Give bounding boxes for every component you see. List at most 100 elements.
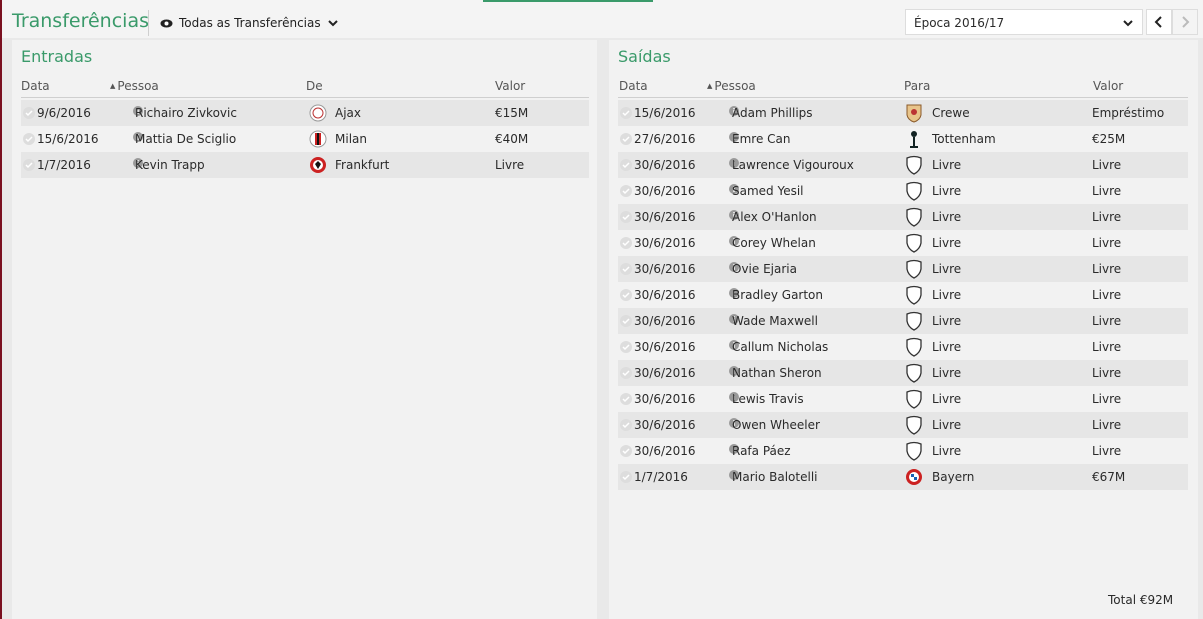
- club-name[interactable]: Livre: [932, 262, 962, 276]
- person-name[interactable]: Wade Maxwell: [732, 314, 818, 328]
- status-icon: [21, 103, 41, 123]
- person-name[interactable]: Lewis Travis: [732, 392, 804, 406]
- club-crest: [308, 103, 328, 123]
- person-name[interactable]: Nathan Sheron: [732, 366, 822, 380]
- section-title: Entradas: [21, 47, 93, 66]
- transfer-row[interactable]: 30/6/2016 Rafa Páez Livre Livre: [618, 438, 1188, 464]
- transfer-row[interactable]: 27/6/2016 Emre Can Tottenham €25M: [618, 126, 1188, 152]
- club-name[interactable]: Bayern: [932, 470, 975, 484]
- prev-button[interactable]: [1146, 9, 1172, 35]
- club-name[interactable]: Livre: [932, 418, 962, 432]
- club-crest: [904, 207, 924, 227]
- person-name[interactable]: Rafa Páez: [732, 444, 791, 458]
- transfer-row[interactable]: 30/6/2016 Ovie Ejaria Livre Livre: [618, 256, 1188, 282]
- status-icon: [21, 129, 41, 149]
- status-icon: [618, 155, 638, 175]
- club-name[interactable]: Livre: [932, 210, 962, 224]
- club-name[interactable]: Livre: [932, 236, 962, 250]
- person-name[interactable]: Emre Can: [732, 132, 791, 146]
- person-name[interactable]: Samed Yesil: [732, 184, 804, 198]
- person-name[interactable]: Mario Balotelli: [732, 470, 818, 484]
- chevron: [1123, 20, 1133, 27]
- club-name[interactable]: Ajax: [335, 106, 361, 120]
- club-name[interactable]: Livre: [932, 340, 962, 354]
- club-crest-graphic: [910, 131, 918, 148]
- transfer-row[interactable]: 30/6/2016 Lewis Travis Livre Livre: [618, 386, 1188, 412]
- fee: Livre: [1092, 210, 1122, 224]
- club-name[interactable]: Livre: [932, 392, 962, 406]
- transfer-row[interactable]: 30/6/2016 Lawrence Vigouroux Livre Livre: [618, 152, 1188, 178]
- person-name[interactable]: Kevin Trapp: [135, 158, 205, 172]
- status-icon-graphic: [23, 133, 35, 145]
- person-name[interactable]: Mattia De Sciglio: [135, 132, 237, 146]
- club-name[interactable]: Livre: [932, 444, 962, 458]
- person-name[interactable]: Owen Wheeler: [732, 418, 820, 432]
- status-icon-graphic: [620, 471, 632, 483]
- person-name[interactable]: Callum Nicholas: [732, 340, 829, 354]
- info-icon-graphic: [729, 288, 739, 298]
- transfer-row[interactable]: 30/6/2016 Bradley Garton Livre Livre: [618, 282, 1188, 308]
- date: 30/6/2016: [634, 184, 696, 198]
- transfer-row[interactable]: 30/6/2016 Callum Nicholas Livre Livre: [618, 334, 1188, 360]
- column-header-label: Para: [904, 79, 931, 93]
- status-icon: [618, 207, 638, 227]
- person-name[interactable]: Adam Phillips: [732, 106, 813, 120]
- club-crest: [308, 155, 328, 175]
- sort-indicator: ▲: [110, 82, 116, 90]
- status-icon-graphic: [620, 107, 632, 119]
- fee: Livre: [1092, 262, 1122, 276]
- person-name[interactable]: Bradley Garton: [732, 288, 824, 302]
- club-name[interactable]: Livre: [932, 288, 962, 302]
- transfer-row[interactable]: 15/6/2016 Adam Phillips Crewe Empréstimo: [618, 100, 1188, 126]
- transfer-row[interactable]: 15/6/2016 Mattia De Sciglio Milan €40M: [21, 126, 589, 152]
- season-dropdown[interactable]: Época 2016/17: [905, 9, 1143, 35]
- club-name[interactable]: Crewe: [932, 106, 970, 120]
- transfer-row[interactable]: 30/6/2016 Alex O'Hanlon Livre Livre: [618, 204, 1188, 230]
- column-header: ▲ Pessoa: [707, 79, 756, 93]
- transfer-row[interactable]: 30/6/2016 Nathan Sheron Livre Livre: [618, 360, 1188, 386]
- filter-dropdown[interactable]: Todas as Transferências: [160, 16, 339, 30]
- filter-label: Todas as Transferências: [179, 16, 321, 30]
- fee: Empréstimo: [1092, 106, 1165, 120]
- person-name[interactable]: Richairo Zivkovic: [135, 106, 237, 120]
- info-icon-graphic: [729, 132, 739, 142]
- column-header: De: [306, 79, 323, 93]
- info-icon: [728, 155, 748, 175]
- club-name[interactable]: Livre: [932, 158, 962, 172]
- info-icon-graphic: [133, 132, 143, 142]
- club-name[interactable]: Livre: [932, 184, 962, 198]
- status-icon: [618, 467, 638, 487]
- info-icon: [132, 129, 152, 149]
- transfer-row[interactable]: 1/7/2016 Mario Balotelli Bayern €67M: [618, 464, 1188, 490]
- person-name[interactable]: Ovie Ejaria: [732, 262, 797, 276]
- club-name[interactable]: Milan: [335, 132, 367, 146]
- person-name[interactable]: Alex O'Hanlon: [732, 210, 817, 224]
- club-crest-graphic: [906, 415, 922, 435]
- club-crest-graphic: [906, 337, 922, 357]
- club-name[interactable]: Tottenham: [932, 132, 996, 146]
- info-icon-graphic: [729, 314, 739, 324]
- info-icon-graphic: [729, 236, 739, 246]
- transfer-row[interactable]: 30/6/2016 Owen Wheeler Livre Livre: [618, 412, 1188, 438]
- status-icon-graphic: [620, 445, 632, 457]
- info-icon: [728, 259, 748, 279]
- person-name[interactable]: Lawrence Vigouroux: [732, 158, 854, 172]
- person-name[interactable]: Corey Whelan: [732, 236, 816, 250]
- club-name[interactable]: Livre: [932, 366, 962, 380]
- transfer-row[interactable]: 30/6/2016 Samed Yesil Livre Livre: [618, 178, 1188, 204]
- info-icon-graphic: [729, 158, 739, 168]
- club-name[interactable]: Livre: [932, 314, 962, 328]
- transfer-row[interactable]: 30/6/2016 Corey Whelan Livre Livre: [618, 230, 1188, 256]
- status-icon-graphic: [23, 159, 35, 171]
- status-icon: [618, 233, 638, 253]
- transfer-row[interactable]: 1/7/2016 Kevin Trapp Frankfurt Livre: [21, 152, 589, 178]
- date: 30/6/2016: [634, 236, 696, 250]
- transfer-row[interactable]: 30/6/2016 Wade Maxwell Livre Livre: [618, 308, 1188, 334]
- transfer-row[interactable]: 9/6/2016 Richairo Zivkovic Ajax €15M: [21, 100, 589, 126]
- next-button[interactable]: [1172, 9, 1198, 35]
- club-crest: [904, 285, 924, 305]
- date: 15/6/2016: [634, 106, 696, 120]
- info-icon-graphic: [729, 366, 739, 376]
- club-name[interactable]: Frankfurt: [335, 158, 390, 172]
- fee: Livre: [1092, 444, 1122, 458]
